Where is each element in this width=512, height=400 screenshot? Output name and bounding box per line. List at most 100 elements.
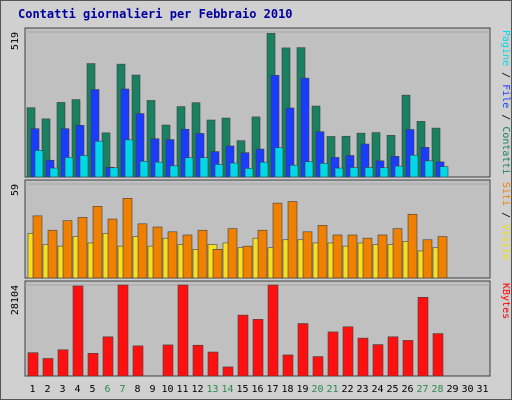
panel-hits-legend-part-0: Pagine xyxy=(500,30,511,66)
x-tick-label-day-11: 11 xyxy=(176,384,188,395)
bar-kbytes-kbytes-day-12 xyxy=(192,344,204,377)
bar-visits-siti-day-27 xyxy=(422,239,433,279)
x-tick-label-day-31: 31 xyxy=(476,384,488,395)
bar-hits-pagine-day-24 xyxy=(379,167,389,178)
bar-kbytes-kbytes-day-13 xyxy=(207,351,219,377)
bar-hits-pagine-day-25 xyxy=(394,165,404,178)
x-tick-label-day-30: 30 xyxy=(461,384,473,395)
bar-hits-pagine-day-20 xyxy=(319,163,329,178)
bar-visits-siti-day-14 xyxy=(227,228,238,279)
bar-kbytes-kbytes-day-3 xyxy=(57,349,69,377)
x-tick-label-day-10: 10 xyxy=(161,384,173,395)
x-tick-label-day-1: 1 xyxy=(29,384,35,395)
panel-hits-ymax-label: 519 xyxy=(10,32,21,50)
bar-visits-siti-day-13 xyxy=(212,249,223,279)
bar-kbytes-kbytes-day-17 xyxy=(267,284,279,377)
bar-visits-siti-day-24 xyxy=(377,234,388,279)
x-tick-label-day-20: 20 xyxy=(311,384,323,395)
bar-hits-pagine-day-1 xyxy=(34,150,44,178)
x-tick-label-day-27: 27 xyxy=(416,384,428,395)
bar-kbytes-kbytes-day-6 xyxy=(102,336,114,377)
bar-visits-siti-day-23 xyxy=(362,237,373,279)
bar-kbytes-kbytes-day-26 xyxy=(402,340,414,377)
x-tick-label-day-24: 24 xyxy=(371,384,383,395)
bar-hits-pagine-day-27 xyxy=(424,160,434,178)
panel-hits-legend-part-1: / xyxy=(500,66,511,84)
x-tick-label-day-16: 16 xyxy=(251,384,263,395)
bar-hits-pagine-day-16 xyxy=(259,161,269,178)
bar-hits-pagine-day-12 xyxy=(199,157,209,178)
bar-visits-siti-day-16 xyxy=(257,229,268,279)
panel-visits-legend: Siti / Visite xyxy=(500,182,511,260)
panel-visits-legend-part-2: Visite xyxy=(500,224,511,260)
x-tick-label-day-12: 12 xyxy=(191,384,203,395)
bar-visits-siti-day-15 xyxy=(242,245,253,279)
panel-hits-legend-part-2: File xyxy=(500,84,511,108)
bar-visits-siti-day-1 xyxy=(32,215,43,279)
panel-hits-legend-part-4: Contatti xyxy=(500,126,511,174)
bar-kbytes-kbytes-day-2 xyxy=(42,358,54,377)
bar-kbytes-kbytes-day-11 xyxy=(177,284,189,377)
x-tick-label-day-6: 6 xyxy=(104,384,110,395)
bar-visits-siti-day-10 xyxy=(167,231,178,279)
bar-kbytes-kbytes-day-24 xyxy=(372,344,384,377)
bar-visits-siti-day-9 xyxy=(152,226,163,279)
bar-hits-pagine-day-23 xyxy=(364,167,374,178)
bar-kbytes-kbytes-day-28 xyxy=(432,333,444,377)
bar-visits-siti-day-26 xyxy=(407,213,418,279)
x-tick-label-day-18: 18 xyxy=(281,384,293,395)
bar-kbytes-kbytes-day-20 xyxy=(312,356,324,377)
bar-hits-pagine-day-2 xyxy=(49,167,59,178)
panel-hits-legend: Pagine / File / Contatti xyxy=(500,30,511,175)
bar-kbytes-kbytes-day-10 xyxy=(162,344,174,377)
x-tick-label-day-28: 28 xyxy=(431,384,443,395)
bar-hits-pagine-day-9 xyxy=(154,161,164,178)
x-tick-label-day-8: 8 xyxy=(134,384,140,395)
x-tick-label-day-26: 26 xyxy=(401,384,413,395)
x-tick-label-day-4: 4 xyxy=(74,384,80,395)
bar-visits-siti-day-2 xyxy=(47,229,58,279)
bar-hits-pagine-day-6 xyxy=(109,167,119,178)
bar-hits-pagine-day-7 xyxy=(124,139,134,178)
bar-kbytes-kbytes-day-15 xyxy=(237,314,249,377)
panel-visits-legend-part-1: / xyxy=(500,206,511,224)
bar-hits-pagine-day-8 xyxy=(139,161,149,178)
bar-kbytes-kbytes-day-5 xyxy=(87,353,99,377)
bar-hits-pagine-day-19 xyxy=(304,161,314,178)
panel-kbytes-legend-part-0: KBytes xyxy=(500,283,511,319)
bar-hits-pagine-day-22 xyxy=(349,167,359,178)
bar-hits-pagine-day-10 xyxy=(169,165,179,178)
bar-visits-siti-day-4 xyxy=(77,217,88,279)
bar-visits-siti-day-25 xyxy=(392,228,403,279)
bar-hits-pagine-day-15 xyxy=(244,168,254,178)
chart-title: Contatti giornalieri per Febbraio 2010 xyxy=(18,7,293,21)
bar-kbytes-kbytes-day-8 xyxy=(132,345,144,377)
bar-visits-siti-day-20 xyxy=(317,225,328,279)
bar-visits-siti-day-22 xyxy=(347,234,358,279)
bar-kbytes-kbytes-day-7 xyxy=(117,284,129,377)
panel-hits-legend-part-3: / xyxy=(500,108,511,126)
bar-kbytes-kbytes-day-1 xyxy=(27,352,39,377)
bar-hits-pagine-day-13 xyxy=(214,164,224,178)
bar-hits-pagine-day-28 xyxy=(439,166,449,178)
bar-kbytes-kbytes-day-21 xyxy=(327,331,339,377)
bar-kbytes-kbytes-day-25 xyxy=(387,336,399,377)
panel-visits-ymax-label: 59 xyxy=(10,184,21,196)
panel-visits-legend-part-0: Siti xyxy=(500,182,511,206)
bar-hits-pagine-day-4 xyxy=(79,155,89,178)
bar-hits-pagine-day-11 xyxy=(184,157,194,178)
x-tick-label-day-14: 14 xyxy=(221,384,233,395)
bar-kbytes-kbytes-day-14 xyxy=(222,366,234,377)
bar-kbytes-kbytes-day-18 xyxy=(282,354,294,377)
bar-visits-siti-day-11 xyxy=(182,234,193,279)
panel-kbytes-legend: KBytes xyxy=(500,283,511,319)
bar-visits-siti-day-6 xyxy=(107,218,118,279)
x-tick-label-day-25: 25 xyxy=(386,384,398,395)
x-tick-label-day-5: 5 xyxy=(89,384,95,395)
bar-kbytes-kbytes-day-27 xyxy=(417,297,429,377)
x-tick-label-day-19: 19 xyxy=(296,384,308,395)
bar-visits-siti-day-28 xyxy=(437,236,448,279)
bar-hits-pagine-day-3 xyxy=(64,157,74,178)
bar-kbytes-kbytes-day-22 xyxy=(342,326,354,377)
